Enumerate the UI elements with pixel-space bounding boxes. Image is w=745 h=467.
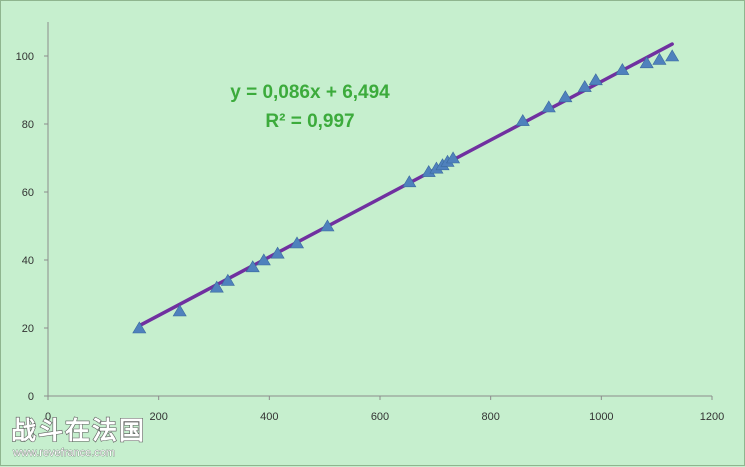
data-point <box>652 52 667 65</box>
y-tick-label: 0 <box>28 391 34 403</box>
axes <box>44 22 713 400</box>
data-point <box>289 236 305 249</box>
data-point <box>615 63 630 75</box>
x-tick-label: 1200 <box>700 411 724 423</box>
x-tick-label: 800 <box>481 411 499 423</box>
data-point <box>256 253 271 266</box>
data-points <box>132 49 680 334</box>
data-point <box>577 80 592 92</box>
data-point <box>446 151 461 164</box>
x-tick-label: 600 <box>371 411 389 423</box>
data-point <box>245 260 260 273</box>
watermark-url: www.revefrance.com <box>12 447 115 459</box>
y-tick-label: 80 <box>22 119 34 131</box>
x-tick-label: 0 <box>45 411 51 423</box>
x-tick-label: 1000 <box>589 411 613 423</box>
data-point <box>588 73 603 86</box>
data-point <box>320 219 335 232</box>
y-tick-label: 40 <box>22 255 34 267</box>
y-tick-label: 60 <box>22 187 34 199</box>
y-tick-label: 100 <box>16 51 34 63</box>
watermark-text: 战斗在法国 <box>11 417 146 445</box>
trendline-equation: y = 0,086x + 6,494 <box>230 82 390 103</box>
x-tick-label: 200 <box>149 411 167 423</box>
data-point <box>541 100 556 113</box>
data-point <box>220 273 235 286</box>
data-point <box>172 304 187 317</box>
r-squared-label: R² = 0,997 <box>265 111 354 132</box>
data-point <box>270 246 285 259</box>
data-point <box>515 114 530 126</box>
data-point <box>639 56 654 69</box>
data-point <box>665 49 680 62</box>
x-tick-label: 400 <box>260 411 278 423</box>
data-point <box>558 90 573 103</box>
y-tick-label: 20 <box>22 323 34 335</box>
data-point <box>402 175 417 188</box>
data-point <box>209 280 224 293</box>
watermark: 战斗在法国 www.revefrance.com <box>10 416 146 459</box>
data-point <box>132 321 147 334</box>
